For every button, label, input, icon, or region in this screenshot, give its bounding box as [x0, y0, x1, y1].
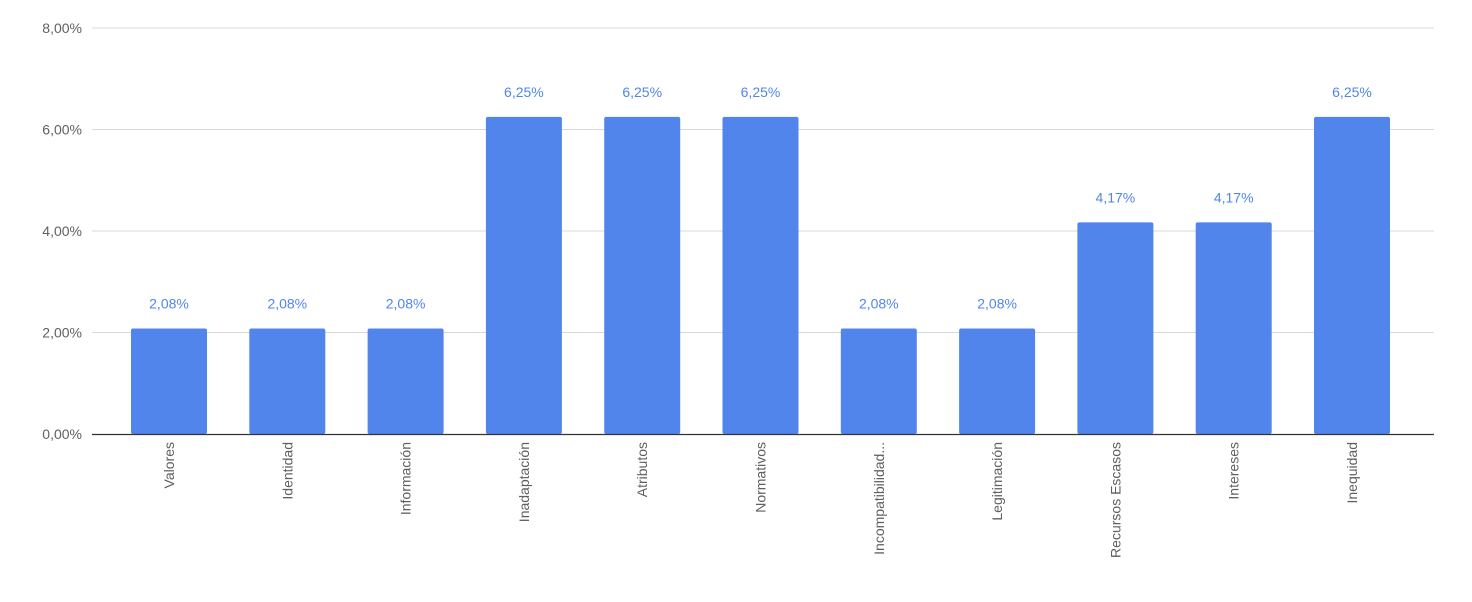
bars	[131, 116, 1390, 434]
data-label: 2,08%	[977, 295, 1017, 311]
x-tick-label: Normativos	[753, 442, 769, 513]
bar	[485, 116, 562, 434]
y-tick-label: 6,00%	[42, 122, 82, 138]
x-tick-label: Inadaptación	[516, 442, 532, 522]
data-label: 2,08%	[149, 295, 189, 311]
data-label: 4,17%	[1096, 189, 1136, 205]
data-label: 2,08%	[386, 295, 426, 311]
x-tick-label: Atributos	[634, 442, 650, 497]
y-tick-label: 8,00%	[42, 20, 82, 36]
x-tick-label: Información	[398, 442, 414, 515]
data-label: 2,08%	[267, 295, 307, 311]
x-tick-label: Valores	[161, 442, 177, 488]
bar	[840, 328, 917, 434]
x-tick-label: Inequidad	[1344, 442, 1360, 504]
y-axis-tick-labels: 0,00% 2,00% 4,00% 6,00% 8,00%	[42, 20, 82, 442]
data-label: 6,25%	[622, 84, 662, 100]
bar	[1195, 222, 1272, 434]
x-tick-label: Recursos Escasos	[1107, 442, 1123, 558]
data-label: 2,08%	[859, 295, 899, 311]
data-labels: 2,08% 2,08% 2,08% 6,25% 6,25% 6,25% 2,08% 2,08%…	[149, 84, 1372, 312]
bar	[131, 328, 207, 434]
bar	[1314, 116, 1390, 434]
bar	[249, 328, 326, 434]
x-tick-label: Intereses	[1226, 442, 1242, 500]
data-label: 6,25%	[1332, 84, 1372, 100]
x-tick-label: Legitimación	[989, 442, 1005, 521]
x-axis-category-labels: Valores Identidad Información Inadaptación A…	[161, 442, 1360, 558]
bar	[959, 328, 1036, 434]
data-label: 6,25%	[741, 84, 781, 100]
x-tick-label: Identidad	[279, 442, 295, 500]
y-tick-label: 2,00%	[42, 325, 82, 341]
bar	[722, 116, 799, 434]
y-tick-label: 0,00%	[42, 426, 82, 442]
x-tick-label: Incompatibilidad...	[871, 442, 887, 555]
bar	[604, 116, 681, 434]
data-label: 6,25%	[504, 84, 544, 100]
bar	[367, 328, 444, 434]
data-label: 4,17%	[1214, 189, 1254, 205]
bar	[1077, 222, 1154, 434]
y-tick-label: 4,00%	[42, 223, 82, 239]
